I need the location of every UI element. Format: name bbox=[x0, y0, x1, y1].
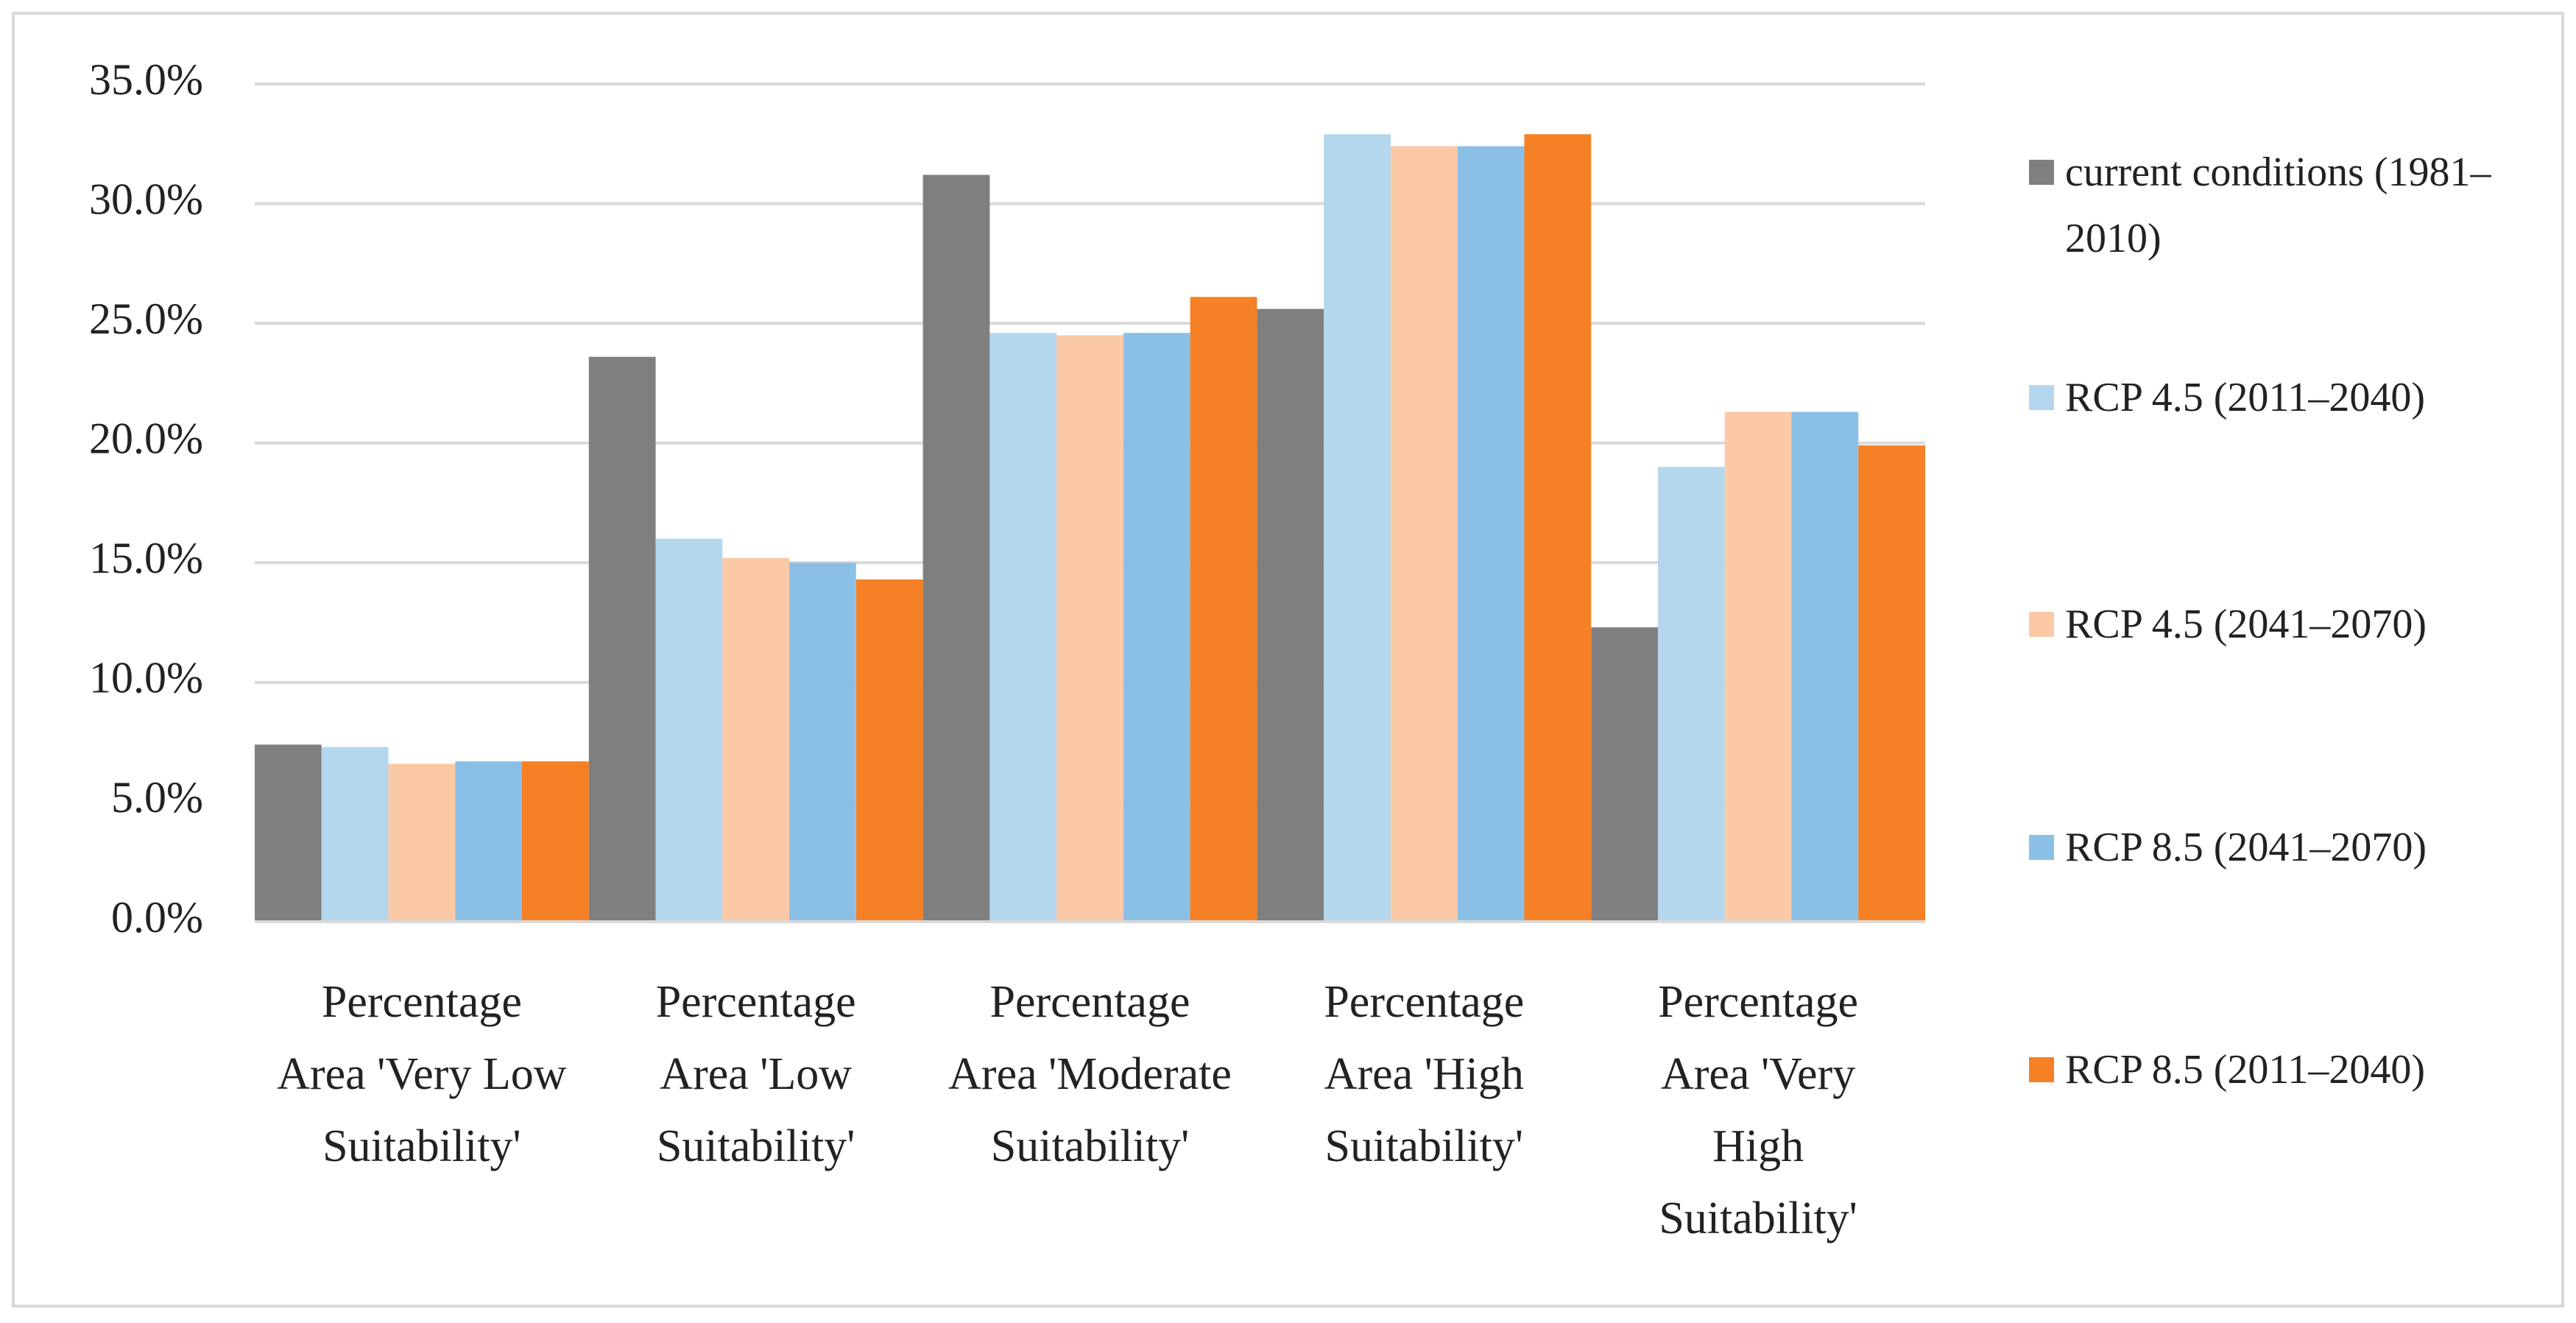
bar bbox=[1524, 134, 1592, 922]
bar bbox=[855, 579, 923, 922]
legend-label: current conditions (1981–2010) bbox=[2065, 149, 2491, 261]
bar bbox=[1457, 146, 1525, 922]
legend-swatch bbox=[2029, 1057, 2054, 1082]
y-tick-label: 15.0% bbox=[89, 534, 203, 582]
x-tick-label: Percentage Area 'High Suitability' bbox=[1324, 977, 1525, 1171]
bar bbox=[1056, 335, 1123, 922]
bar bbox=[922, 174, 990, 922]
bar bbox=[1791, 412, 1859, 922]
bar bbox=[1324, 134, 1391, 922]
legend-label: RCP 4.5 (2011–2040) bbox=[2065, 375, 2425, 420]
bar bbox=[522, 761, 589, 922]
legend-swatch bbox=[2029, 612, 2054, 637]
bar bbox=[255, 744, 322, 922]
bar bbox=[1123, 333, 1190, 922]
bar bbox=[1724, 412, 1792, 922]
bar bbox=[1257, 308, 1324, 922]
y-tick-label: 35.0% bbox=[89, 55, 203, 104]
bar bbox=[321, 747, 389, 922]
bar bbox=[1190, 297, 1257, 922]
x-tick-label: Percentage Area 'Moderate Suitability' bbox=[948, 977, 1232, 1171]
y-tick-label: 30.0% bbox=[89, 174, 203, 223]
bar bbox=[1858, 445, 1925, 922]
bar bbox=[588, 356, 656, 922]
x-tick-label: Percentage Area 'Low Suitability' bbox=[655, 977, 856, 1171]
legend-label: RCP 8.5 (2041–2070) bbox=[2065, 825, 2427, 870]
y-tick-label: 20.0% bbox=[89, 414, 203, 462]
bar bbox=[655, 538, 723, 922]
y-tick-label: 25.0% bbox=[89, 294, 203, 343]
bar bbox=[1591, 627, 1658, 922]
legend-swatch bbox=[2029, 160, 2054, 185]
bar bbox=[989, 333, 1057, 922]
legend-label: RCP 4.5 (2041–2070) bbox=[2065, 601, 2427, 647]
bar bbox=[789, 562, 856, 922]
legend-label: RCP 8.5 (2011–2040) bbox=[2065, 1047, 2425, 1093]
x-tick-label: Percentage Area 'Very Low Suitability' bbox=[277, 977, 567, 1171]
bar bbox=[455, 761, 523, 922]
y-tick-label: 5.0% bbox=[111, 773, 203, 822]
y-tick-label: 10.0% bbox=[89, 654, 203, 702]
legend-swatch bbox=[2029, 835, 2054, 860]
chart-border bbox=[12, 12, 2564, 1308]
x-tick-label: Percentage Area 'Very High Suitability' bbox=[1658, 977, 1859, 1243]
bar bbox=[1390, 146, 1458, 922]
bar bbox=[722, 557, 790, 922]
bar bbox=[1657, 467, 1725, 922]
y-tick-label: 0.0% bbox=[111, 893, 203, 942]
legend-swatch bbox=[2029, 385, 2054, 410]
bar bbox=[388, 763, 456, 922]
